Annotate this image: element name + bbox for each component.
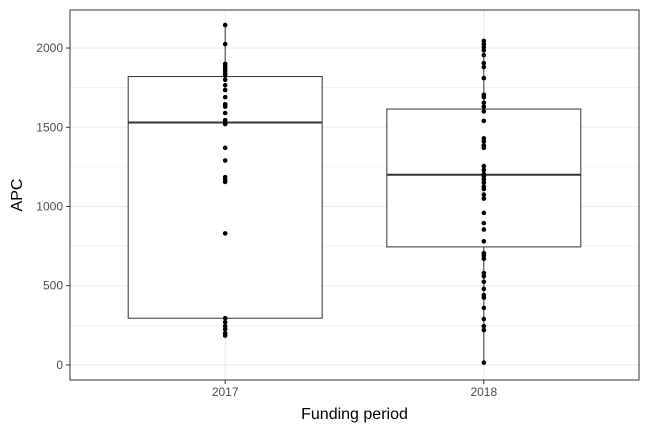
data-point bbox=[481, 100, 487, 105]
data-point bbox=[481, 227, 487, 232]
data-point bbox=[481, 270, 487, 276]
data-point bbox=[481, 196, 487, 201]
data-point bbox=[222, 121, 228, 127]
data-point bbox=[222, 82, 228, 88]
data-point bbox=[481, 239, 487, 244]
data-point bbox=[222, 326, 228, 332]
data-point bbox=[222, 94, 228, 100]
data-point bbox=[481, 41, 487, 47]
data-point bbox=[481, 186, 487, 192]
data-point bbox=[222, 110, 228, 116]
y-tick-label: 2000 bbox=[36, 41, 63, 55]
data-point bbox=[481, 327, 487, 333]
data-point bbox=[481, 305, 487, 311]
data-point bbox=[481, 104, 487, 109]
data-point bbox=[481, 167, 487, 173]
data-point bbox=[222, 319, 228, 325]
data-point bbox=[481, 75, 487, 81]
data-point bbox=[222, 231, 228, 236]
data-point bbox=[481, 177, 487, 182]
data-point bbox=[481, 192, 487, 197]
data-point bbox=[481, 44, 487, 50]
box-iqr bbox=[127, 76, 323, 319]
data-point bbox=[481, 109, 487, 114]
data-point bbox=[481, 360, 487, 365]
data-point bbox=[222, 179, 228, 185]
data-point bbox=[481, 64, 487, 70]
data-point bbox=[222, 77, 228, 83]
data-point bbox=[222, 323, 228, 329]
data-point bbox=[481, 136, 487, 141]
data-point bbox=[481, 163, 487, 169]
data-point bbox=[481, 286, 487, 292]
data-point bbox=[481, 253, 487, 258]
data-point bbox=[481, 94, 487, 100]
data-point bbox=[481, 295, 487, 300]
data-point bbox=[481, 60, 487, 66]
data-point bbox=[222, 333, 228, 338]
x-axis-title: Funding period bbox=[301, 406, 408, 423]
data-point bbox=[481, 139, 487, 144]
data-point bbox=[481, 180, 487, 186]
data-point bbox=[481, 279, 487, 285]
data-point bbox=[222, 158, 228, 163]
tick-layer: 0 500 1000 1500 2000 2017 2018 bbox=[36, 41, 497, 399]
data-point bbox=[481, 145, 487, 151]
data-point bbox=[222, 104, 228, 109]
data-point bbox=[222, 315, 228, 321]
data-point bbox=[222, 87, 228, 93]
data-point bbox=[222, 22, 228, 28]
data-point bbox=[481, 316, 487, 322]
y-tick-label: 500 bbox=[43, 279, 63, 293]
data-point bbox=[222, 73, 228, 79]
data-point bbox=[481, 220, 487, 226]
point-layer bbox=[222, 22, 487, 365]
y-tick-label: 1500 bbox=[36, 120, 63, 134]
y-axis-title: APC bbox=[9, 179, 26, 212]
panel-border bbox=[69, 9, 640, 381]
data-point bbox=[481, 118, 487, 124]
data-point bbox=[222, 41, 228, 47]
data-point bbox=[481, 323, 487, 329]
data-point bbox=[222, 145, 228, 151]
y-tick-label: 1000 bbox=[36, 199, 63, 213]
data-point bbox=[481, 38, 487, 44]
data-point bbox=[481, 210, 487, 216]
x-tick-label: 2018 bbox=[470, 385, 497, 399]
data-point bbox=[481, 256, 487, 262]
x-tick-label: 2017 bbox=[212, 385, 239, 399]
data-point bbox=[481, 273, 487, 279]
y-tick-label: 0 bbox=[56, 358, 63, 372]
data-point bbox=[481, 52, 487, 58]
data-point bbox=[481, 174, 487, 179]
data-point bbox=[481, 48, 487, 53]
